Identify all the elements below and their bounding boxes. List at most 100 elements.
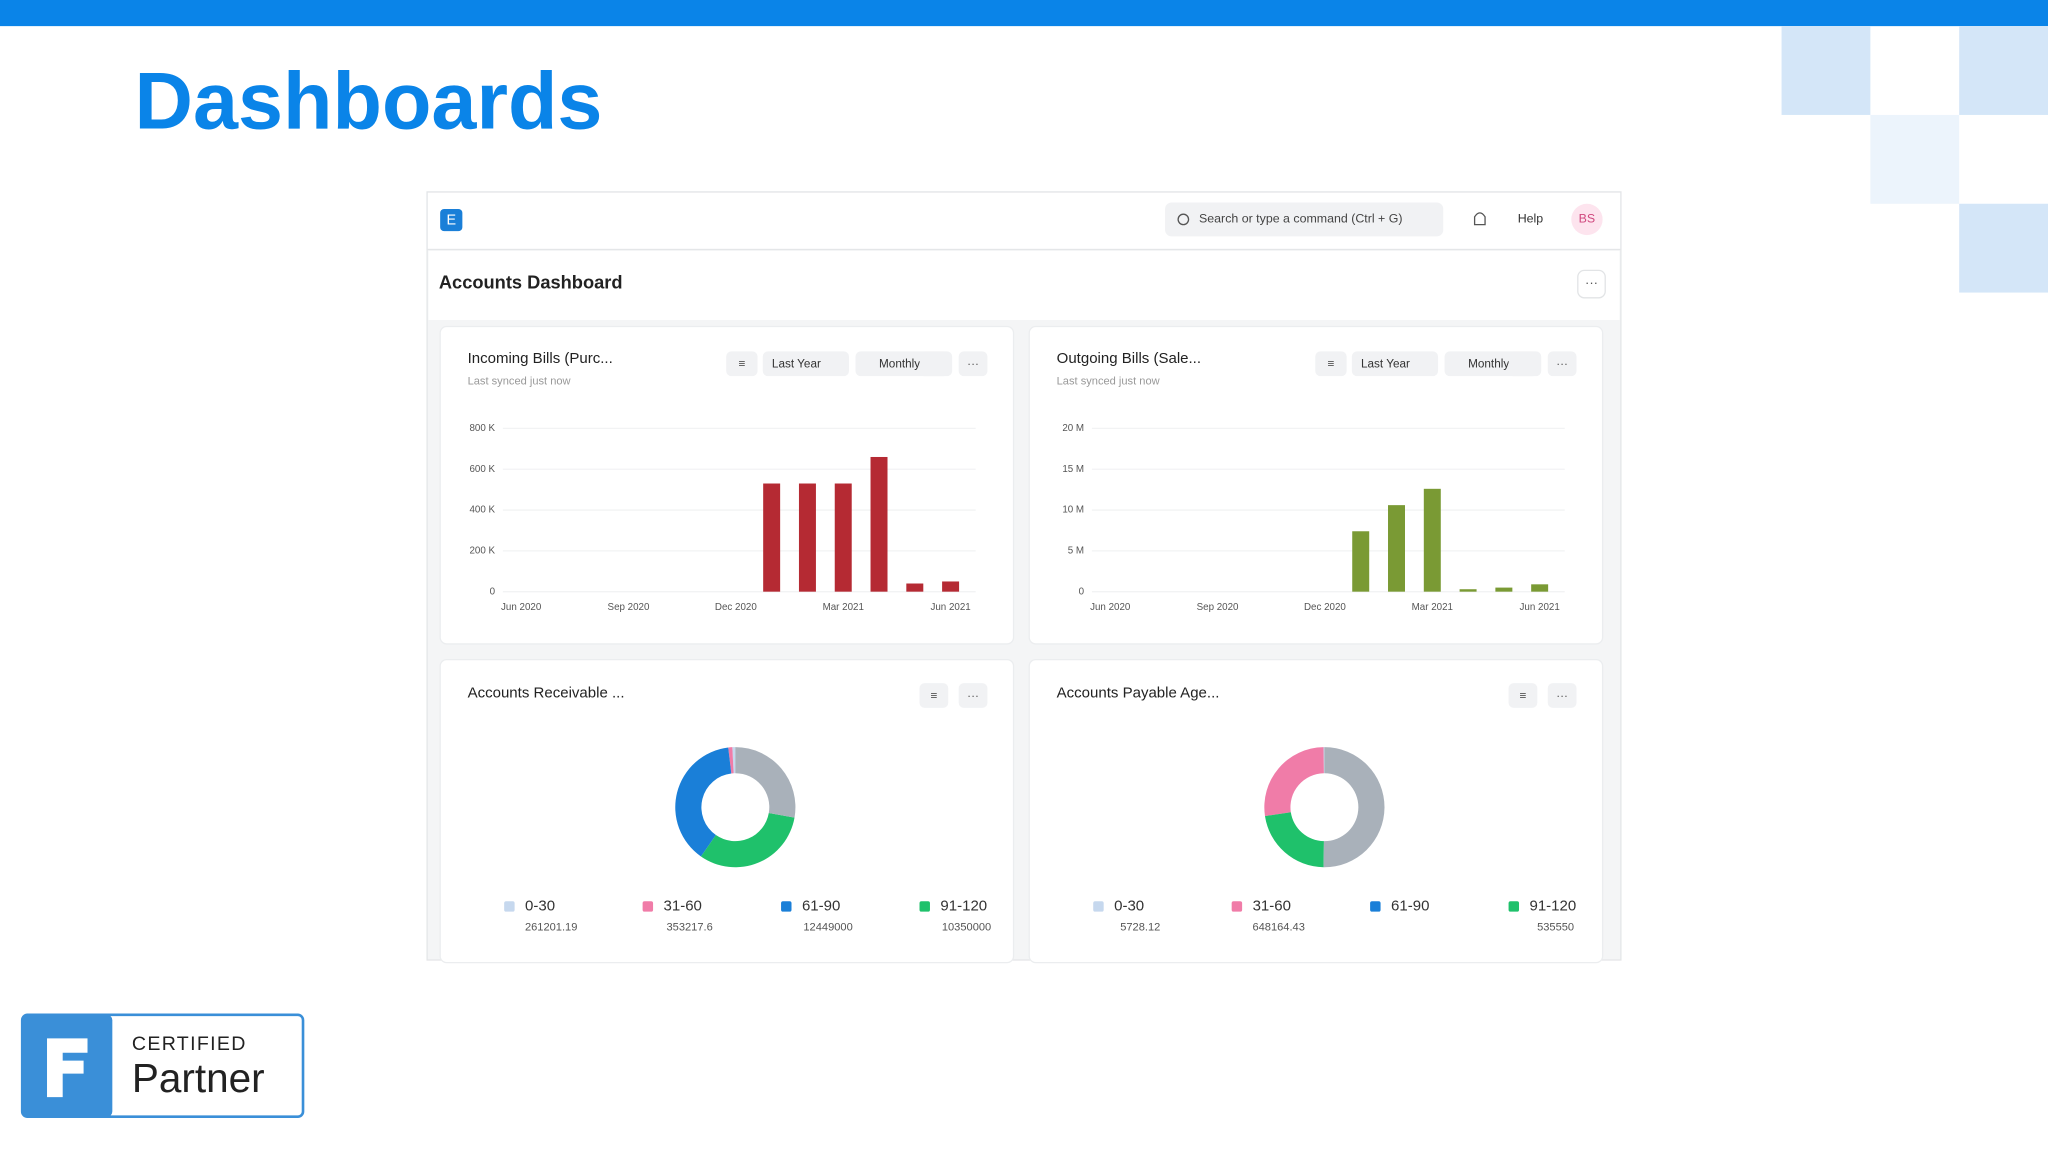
page-header <box>428 250 1620 320</box>
filter-icon: ≡ <box>1328 358 1335 371</box>
y-tick-label: 20 M <box>1062 423 1084 434</box>
chart-card <box>439 658 1015 964</box>
y-tick-label: 400 K <box>469 505 495 516</box>
pie-slice <box>728 747 734 774</box>
filter-icon: ≡ <box>1520 689 1527 702</box>
app-logo[interactable] <box>440 208 463 232</box>
legend-swatch <box>919 901 930 912</box>
chart-subtitle: Last synced just now <box>1057 375 1161 387</box>
period-label: Last Year <box>1361 358 1410 371</box>
bar <box>906 583 924 592</box>
help-menu[interactable]: Help <box>1518 212 1544 226</box>
filter-button[interactable] <box>919 683 949 708</box>
y-tick-label: 200 K <box>469 545 495 556</box>
legend-value: 353217.6 <box>666 921 712 933</box>
legend-swatch <box>504 901 515 912</box>
legend-value: 10350000 <box>942 921 991 933</box>
filter-icon: ≡ <box>738 358 745 371</box>
deco <box>1959 203 2048 293</box>
bar <box>1459 589 1477 592</box>
chart-menu[interactable] <box>1547 683 1577 708</box>
deco <box>1781 26 1871 115</box>
filter-icon: ≡ <box>930 689 937 702</box>
chart-menu[interactable] <box>958 683 988 708</box>
interval-label: Monthly <box>879 358 920 371</box>
legend-label: 61-90 <box>1391 897 1429 914</box>
x-tick-label: Jun 2020 <box>501 602 542 613</box>
legend-swatch <box>1093 901 1104 912</box>
menu-dots: ··· <box>1585 275 1598 290</box>
x-tick-label: Dec 2020 <box>715 602 757 613</box>
x-tick-label: Jun 2020 <box>1090 602 1131 613</box>
menu-dots: ··· <box>967 358 979 371</box>
y-tick-label: 5 M <box>1068 545 1084 556</box>
x-tick-label: Jun 2021 <box>930 602 970 613</box>
y-tick-label: 600 K <box>469 464 495 475</box>
x-tick-label: Mar 2021 <box>823 602 864 613</box>
legend-label: 0-30 <box>1114 897 1144 914</box>
avatar[interactable] <box>1571 203 1603 236</box>
chart-subtitle: Last synced just now <box>468 375 572 387</box>
bell-icon[interactable] <box>1473 212 1486 226</box>
bar <box>942 581 960 592</box>
pie-slice <box>1264 812 1324 868</box>
legend-label: 91-120 <box>940 897 987 914</box>
chart-card <box>439 325 1015 645</box>
chart-title: Incoming Bills (Purc... <box>468 350 613 367</box>
x-tick-label: Dec 2020 <box>1304 602 1346 613</box>
x-tick-label: Jun 2021 <box>1520 602 1560 613</box>
pie-slice <box>1323 747 1325 774</box>
chart-menu[interactable] <box>958 351 988 377</box>
period-button[interactable] <box>762 351 849 377</box>
deco <box>1959 26 2048 115</box>
bar <box>870 456 888 592</box>
pie-slice <box>1323 747 1385 868</box>
bar <box>1495 587 1513 592</box>
legend-swatch <box>642 901 654 912</box>
menu-button[interactable] <box>1577 269 1606 299</box>
avatar-text: BS <box>1579 212 1596 226</box>
legend-swatch <box>1231 901 1243 912</box>
legend-value: 12449000 <box>803 921 852 933</box>
chart-title: Accounts Payable Age... <box>1057 685 1220 702</box>
chart-card <box>1028 658 1604 964</box>
pie-slice <box>675 747 732 857</box>
legend-swatch <box>781 901 792 912</box>
legend-label: 91-120 <box>1529 897 1576 914</box>
filter-button[interactable] <box>1315 351 1347 377</box>
pie-slice <box>735 747 796 818</box>
bar <box>834 483 852 592</box>
y-tick-label: 10 M <box>1062 505 1084 516</box>
search-box[interactable] <box>1165 202 1444 237</box>
bar <box>1531 584 1549 592</box>
top-bar <box>0 0 2048 27</box>
search-icon <box>1177 213 1190 226</box>
period-label: Last Year <box>772 358 821 371</box>
menu-dots: ··· <box>1556 358 1568 371</box>
legend-swatch <box>1370 901 1381 912</box>
badge-line2: Partner <box>132 1055 265 1101</box>
legend-value: 648164.43 <box>1252 921 1304 933</box>
bar <box>1423 488 1441 592</box>
y-tick-label: 0 <box>1079 586 1085 597</box>
y-tick-label: 15 M <box>1062 464 1084 475</box>
filter-button[interactable] <box>1508 351 1538 377</box>
legend-label: 61-90 <box>802 897 840 914</box>
x-tick-label: Mar 2021 <box>1412 602 1453 613</box>
filter-button[interactable] <box>1508 683 1538 708</box>
filter-button[interactable] <box>919 351 949 377</box>
x-tick-label: Sep 2020 <box>1197 602 1239 613</box>
menu-dots: ··· <box>967 689 979 702</box>
chart-menu[interactable] <box>1547 351 1577 377</box>
pie-slice <box>732 747 736 774</box>
y-tick-label: 800 K <box>469 423 495 434</box>
legend-label: 0-30 <box>525 897 555 914</box>
chart-card <box>1028 325 1604 645</box>
filter-button[interactable] <box>726 351 758 377</box>
legend-label: 31-60 <box>664 897 702 914</box>
chart-title: Outgoing Bills (Sale... <box>1057 350 1201 367</box>
legend-value: 261201.19 <box>525 921 577 933</box>
bar <box>798 483 816 592</box>
period-button[interactable] <box>1351 351 1439 377</box>
